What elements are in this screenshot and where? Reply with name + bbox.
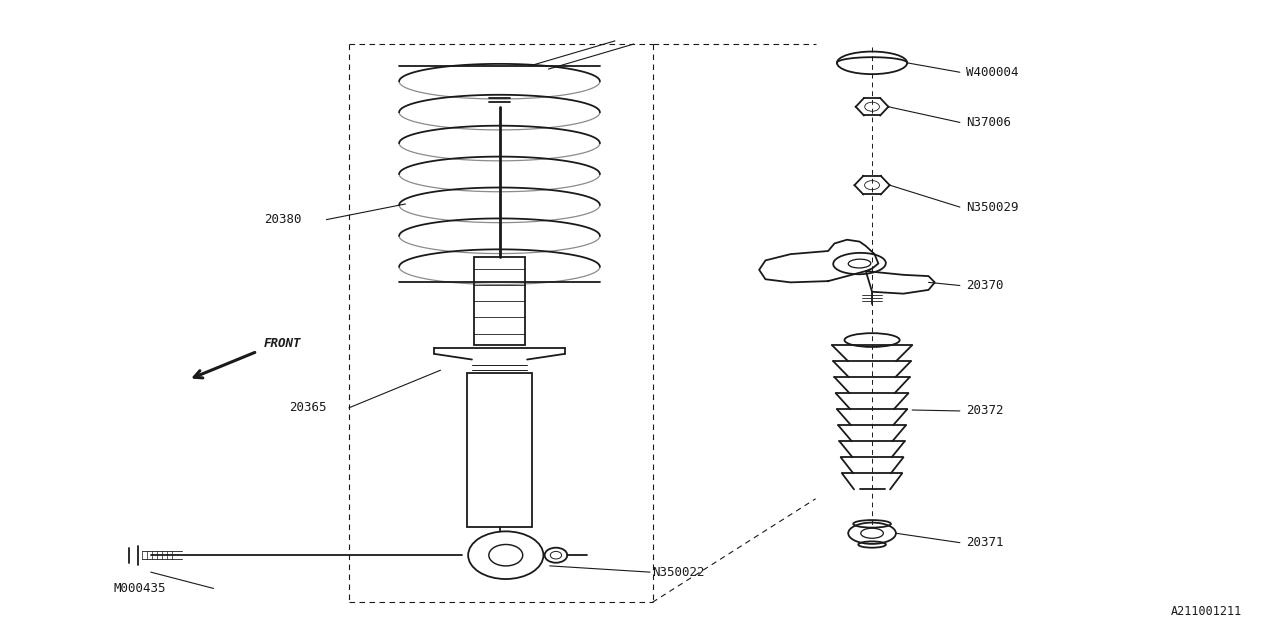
- Text: W400004: W400004: [966, 66, 1019, 79]
- Text: 20380: 20380: [264, 213, 301, 226]
- Text: N350029: N350029: [966, 200, 1019, 214]
- Text: 20365: 20365: [289, 401, 326, 414]
- Text: N37006: N37006: [966, 116, 1011, 129]
- Text: FRONT: FRONT: [264, 337, 301, 350]
- Text: N350022: N350022: [653, 566, 705, 579]
- Text: 20371: 20371: [966, 536, 1004, 549]
- Text: 20370: 20370: [966, 279, 1004, 292]
- Text: 20372: 20372: [966, 404, 1004, 417]
- Text: A211001211: A211001211: [1171, 605, 1242, 618]
- Text: M000435: M000435: [113, 582, 165, 595]
